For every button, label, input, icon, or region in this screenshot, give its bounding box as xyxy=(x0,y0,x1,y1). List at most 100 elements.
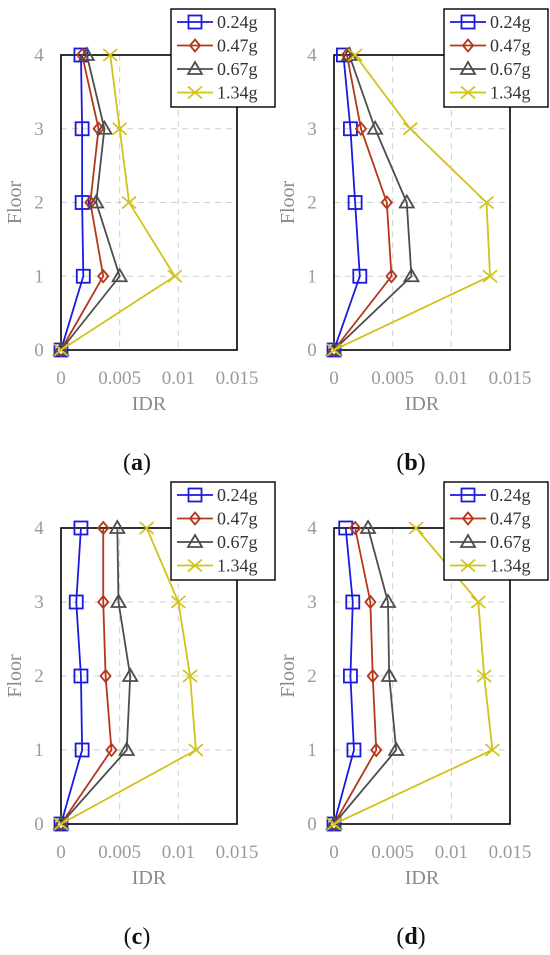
y-tick-label: 4 xyxy=(307,518,317,539)
legend-box xyxy=(170,8,276,108)
x-tick-label: 0.005 xyxy=(98,842,141,863)
data-point xyxy=(484,743,500,757)
data-point xyxy=(402,122,418,136)
y-tick-label: 2 xyxy=(34,666,44,687)
legend-label: 0.47g xyxy=(217,36,258,56)
data-point xyxy=(74,195,90,210)
series-line xyxy=(60,528,113,825)
legend-marker xyxy=(187,487,203,503)
legend-label: 1.34g xyxy=(217,556,258,576)
x-tick-label: 0.005 xyxy=(371,368,414,389)
legend-label: 0.47g xyxy=(490,36,531,56)
data-point xyxy=(108,519,126,534)
y-tick-label: 1 xyxy=(34,266,44,287)
x-axis-title: IDR xyxy=(132,867,167,889)
data-point xyxy=(99,668,112,684)
series-line xyxy=(60,527,84,825)
data-point xyxy=(182,669,198,683)
x-tick-label: 0 xyxy=(56,842,66,863)
data-point xyxy=(345,594,361,610)
data-point xyxy=(380,667,398,682)
data-point xyxy=(476,669,492,683)
legend-marker xyxy=(460,558,476,573)
y-tick-label: 3 xyxy=(34,119,44,140)
data-point xyxy=(366,668,379,684)
data-point xyxy=(111,267,129,283)
data-point xyxy=(346,742,362,758)
x-tick-label: 0.01 xyxy=(162,368,195,389)
legend-marker xyxy=(188,511,202,526)
series-line xyxy=(333,527,378,825)
data-point xyxy=(387,741,405,756)
data-point xyxy=(370,742,383,758)
data-point xyxy=(97,520,110,536)
data-point xyxy=(121,667,139,682)
x-tick-label: 0.01 xyxy=(435,368,468,389)
data-point xyxy=(340,47,354,63)
legend-label: 0.67g xyxy=(217,532,258,552)
data-point xyxy=(95,119,113,135)
data-point xyxy=(366,119,384,135)
series-line xyxy=(60,54,85,351)
data-point xyxy=(112,122,128,136)
legend-label: 1.34g xyxy=(490,83,531,103)
plot-frame xyxy=(60,527,238,825)
data-point xyxy=(139,521,155,535)
y-tick-label: 0 xyxy=(307,814,317,835)
x-tick-label: 0.015 xyxy=(489,842,532,863)
y-tick-label: 1 xyxy=(307,266,317,287)
legend-marker xyxy=(186,533,204,548)
y-tick-label: 3 xyxy=(307,592,317,613)
y-tick-label: 1 xyxy=(307,740,317,761)
legend-marker xyxy=(186,60,204,75)
legend-label: 0.24g xyxy=(490,485,531,505)
data-point xyxy=(326,343,342,357)
y-tick-label: 4 xyxy=(34,45,44,66)
data-point xyxy=(470,595,486,609)
data-point xyxy=(87,193,105,209)
legend-marker xyxy=(461,511,475,526)
y-tick-label: 2 xyxy=(34,193,44,214)
x-tick-label: 0 xyxy=(329,842,339,863)
x-tick-label: 0.01 xyxy=(162,842,195,863)
y-tick-label: 2 xyxy=(307,193,317,214)
data-point xyxy=(348,520,362,536)
data-point xyxy=(78,46,96,61)
data-point xyxy=(352,268,368,284)
x-axis-title: IDR xyxy=(405,393,440,415)
x-tick-label: 0.015 xyxy=(216,368,259,389)
data-point xyxy=(105,742,118,758)
caption-b: (b) xyxy=(396,450,425,476)
legend-label: 0.47g xyxy=(490,509,531,529)
y-axis-title: Floor xyxy=(277,654,299,698)
data-point xyxy=(74,121,90,137)
legend-label: 1.34g xyxy=(217,83,258,103)
legend-marker xyxy=(461,38,475,53)
data-point xyxy=(73,520,89,536)
data-point xyxy=(188,743,204,757)
series-line xyxy=(333,527,398,825)
data-point xyxy=(97,594,110,610)
legend-marker xyxy=(187,558,203,573)
data-point xyxy=(380,195,393,210)
x-tick-label: 0.01 xyxy=(435,842,468,863)
data-point xyxy=(347,195,363,210)
legend-marker xyxy=(459,533,477,548)
chart-panel-b: 0 0.005 0.01 0.015 0 1 2 3 4 IDR Floor 0.24g 0.47g 0.… xyxy=(277,8,549,415)
legend-label: 0.67g xyxy=(490,59,531,79)
data-point xyxy=(73,668,89,684)
data-point xyxy=(354,121,368,137)
legend-label: 0.24g xyxy=(217,485,258,505)
plot-frame xyxy=(333,54,511,351)
data-point xyxy=(338,520,354,536)
data-point xyxy=(53,343,69,357)
data-point xyxy=(343,668,358,684)
y-tick-label: 3 xyxy=(307,119,317,140)
data-point xyxy=(167,269,183,283)
chart-panel-d: 0 0.005 0.01 0.015 0 1 2 3 4 IDR Floor 0.24g 0.47g 0.… xyxy=(277,481,549,889)
y-axis-title: Floor xyxy=(4,180,26,224)
series-line xyxy=(333,54,361,351)
data-point xyxy=(364,594,377,610)
caption-c: (c) xyxy=(124,924,151,950)
